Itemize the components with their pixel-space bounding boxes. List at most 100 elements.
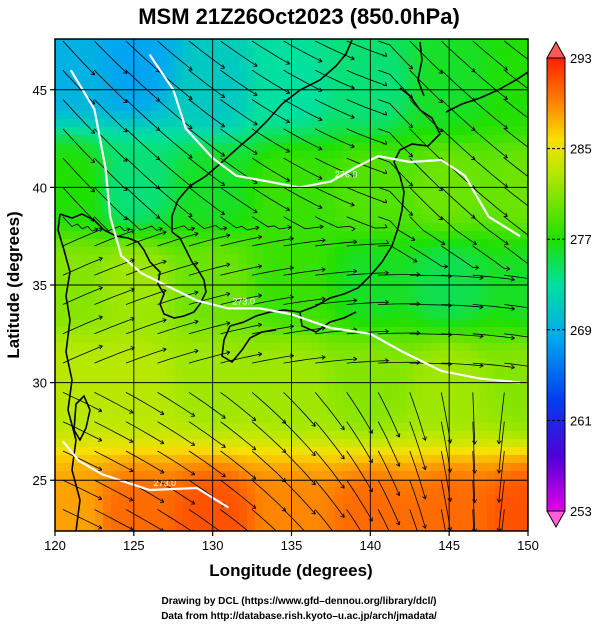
field-cell bbox=[471, 471, 480, 480]
field-cell bbox=[71, 111, 80, 120]
streamline-arrowhead bbox=[475, 265, 480, 270]
field-cell bbox=[167, 319, 176, 328]
field-cell bbox=[383, 495, 392, 504]
field-cell bbox=[151, 431, 160, 440]
field-cell bbox=[183, 503, 192, 512]
field-cell bbox=[311, 63, 320, 72]
field-cell bbox=[319, 367, 328, 376]
field-cell bbox=[143, 111, 152, 120]
field-cell bbox=[383, 527, 392, 531]
field-cell bbox=[463, 471, 472, 480]
field-cell bbox=[159, 263, 168, 272]
field-cell bbox=[463, 87, 472, 96]
field-cell bbox=[159, 391, 168, 400]
field-cell bbox=[95, 335, 104, 344]
field-cell bbox=[119, 151, 128, 160]
streamline bbox=[378, 128, 413, 158]
field-cell bbox=[367, 215, 376, 224]
field-cell bbox=[103, 431, 112, 440]
streamline-arrowhead bbox=[382, 111, 388, 116]
streamline bbox=[251, 128, 290, 153]
streamline-arrowhead bbox=[318, 146, 323, 151]
streamline-arrowhead bbox=[497, 557, 501, 561]
field-cell bbox=[79, 479, 88, 488]
field-cell bbox=[279, 239, 288, 248]
field-cell bbox=[463, 431, 472, 440]
field-cell bbox=[407, 375, 416, 384]
field-cell bbox=[447, 479, 456, 488]
field-cell bbox=[343, 367, 352, 376]
streamline bbox=[441, 216, 477, 245]
field-cell bbox=[367, 319, 376, 328]
field-cell bbox=[143, 455, 152, 464]
field-cell bbox=[103, 271, 112, 280]
field-cell bbox=[95, 39, 104, 48]
field-cell bbox=[87, 55, 96, 64]
field-cell bbox=[295, 487, 304, 496]
field-cell bbox=[399, 359, 408, 368]
field-cell bbox=[71, 487, 80, 496]
field-cell bbox=[279, 199, 288, 208]
field-cell bbox=[215, 319, 224, 328]
field-cell bbox=[199, 55, 208, 64]
field-cell bbox=[335, 463, 344, 472]
field-cell bbox=[231, 295, 240, 304]
streamline-arrowhead bbox=[470, 67, 476, 73]
field-cell bbox=[439, 55, 448, 64]
field-cell bbox=[231, 175, 240, 184]
field-cell bbox=[55, 511, 64, 520]
field-cell bbox=[383, 415, 392, 424]
field-cell bbox=[503, 231, 512, 240]
streamline-arrowhead bbox=[503, 124, 508, 129]
field-cell bbox=[303, 127, 312, 136]
field-cell bbox=[191, 439, 200, 448]
streamline-arrowhead bbox=[194, 348, 199, 354]
streamline bbox=[188, 293, 231, 305]
field-cell bbox=[471, 423, 480, 432]
field-cell bbox=[407, 303, 416, 312]
field-cell bbox=[487, 151, 496, 160]
field-cell bbox=[503, 303, 512, 312]
field-cell bbox=[431, 47, 440, 56]
field-cell bbox=[239, 487, 248, 496]
field-cell bbox=[479, 303, 488, 312]
field-cell bbox=[199, 407, 208, 416]
field-cell bbox=[79, 223, 88, 232]
field-cell bbox=[351, 247, 360, 256]
field-cell bbox=[87, 327, 96, 336]
streamline bbox=[220, 421, 257, 451]
field-cell bbox=[359, 255, 368, 264]
streamline bbox=[220, 450, 257, 480]
field-cell bbox=[383, 407, 392, 416]
field-cell bbox=[375, 207, 384, 216]
field-cell bbox=[359, 303, 368, 312]
field-cell bbox=[143, 463, 152, 472]
field-cell bbox=[239, 327, 248, 336]
colorbar-max-arrow bbox=[546, 40, 566, 59]
field-cell bbox=[79, 407, 88, 416]
field-cell bbox=[207, 343, 216, 352]
field-cell bbox=[263, 463, 272, 472]
streamline-arrowhead bbox=[440, 240, 446, 246]
field-cell bbox=[255, 407, 264, 416]
field-cell bbox=[127, 415, 136, 424]
field-cell bbox=[335, 375, 344, 384]
streamline-arrowhead bbox=[472, 240, 477, 245]
field-cell bbox=[135, 327, 144, 336]
field-cell bbox=[271, 423, 280, 432]
field-cell bbox=[87, 415, 96, 424]
field-cell bbox=[311, 511, 320, 520]
field-cell bbox=[151, 111, 160, 120]
field-cell bbox=[167, 231, 176, 240]
field-cell bbox=[279, 223, 288, 232]
field-cell bbox=[127, 87, 136, 96]
field-cell bbox=[383, 351, 392, 360]
field-cell bbox=[159, 199, 168, 208]
field-cell bbox=[303, 455, 312, 464]
field-cell bbox=[63, 47, 72, 56]
field-cell bbox=[327, 39, 336, 48]
field-cell bbox=[495, 407, 504, 416]
field-cell bbox=[223, 415, 232, 424]
field-cell bbox=[351, 87, 360, 96]
field-cell bbox=[351, 95, 360, 104]
